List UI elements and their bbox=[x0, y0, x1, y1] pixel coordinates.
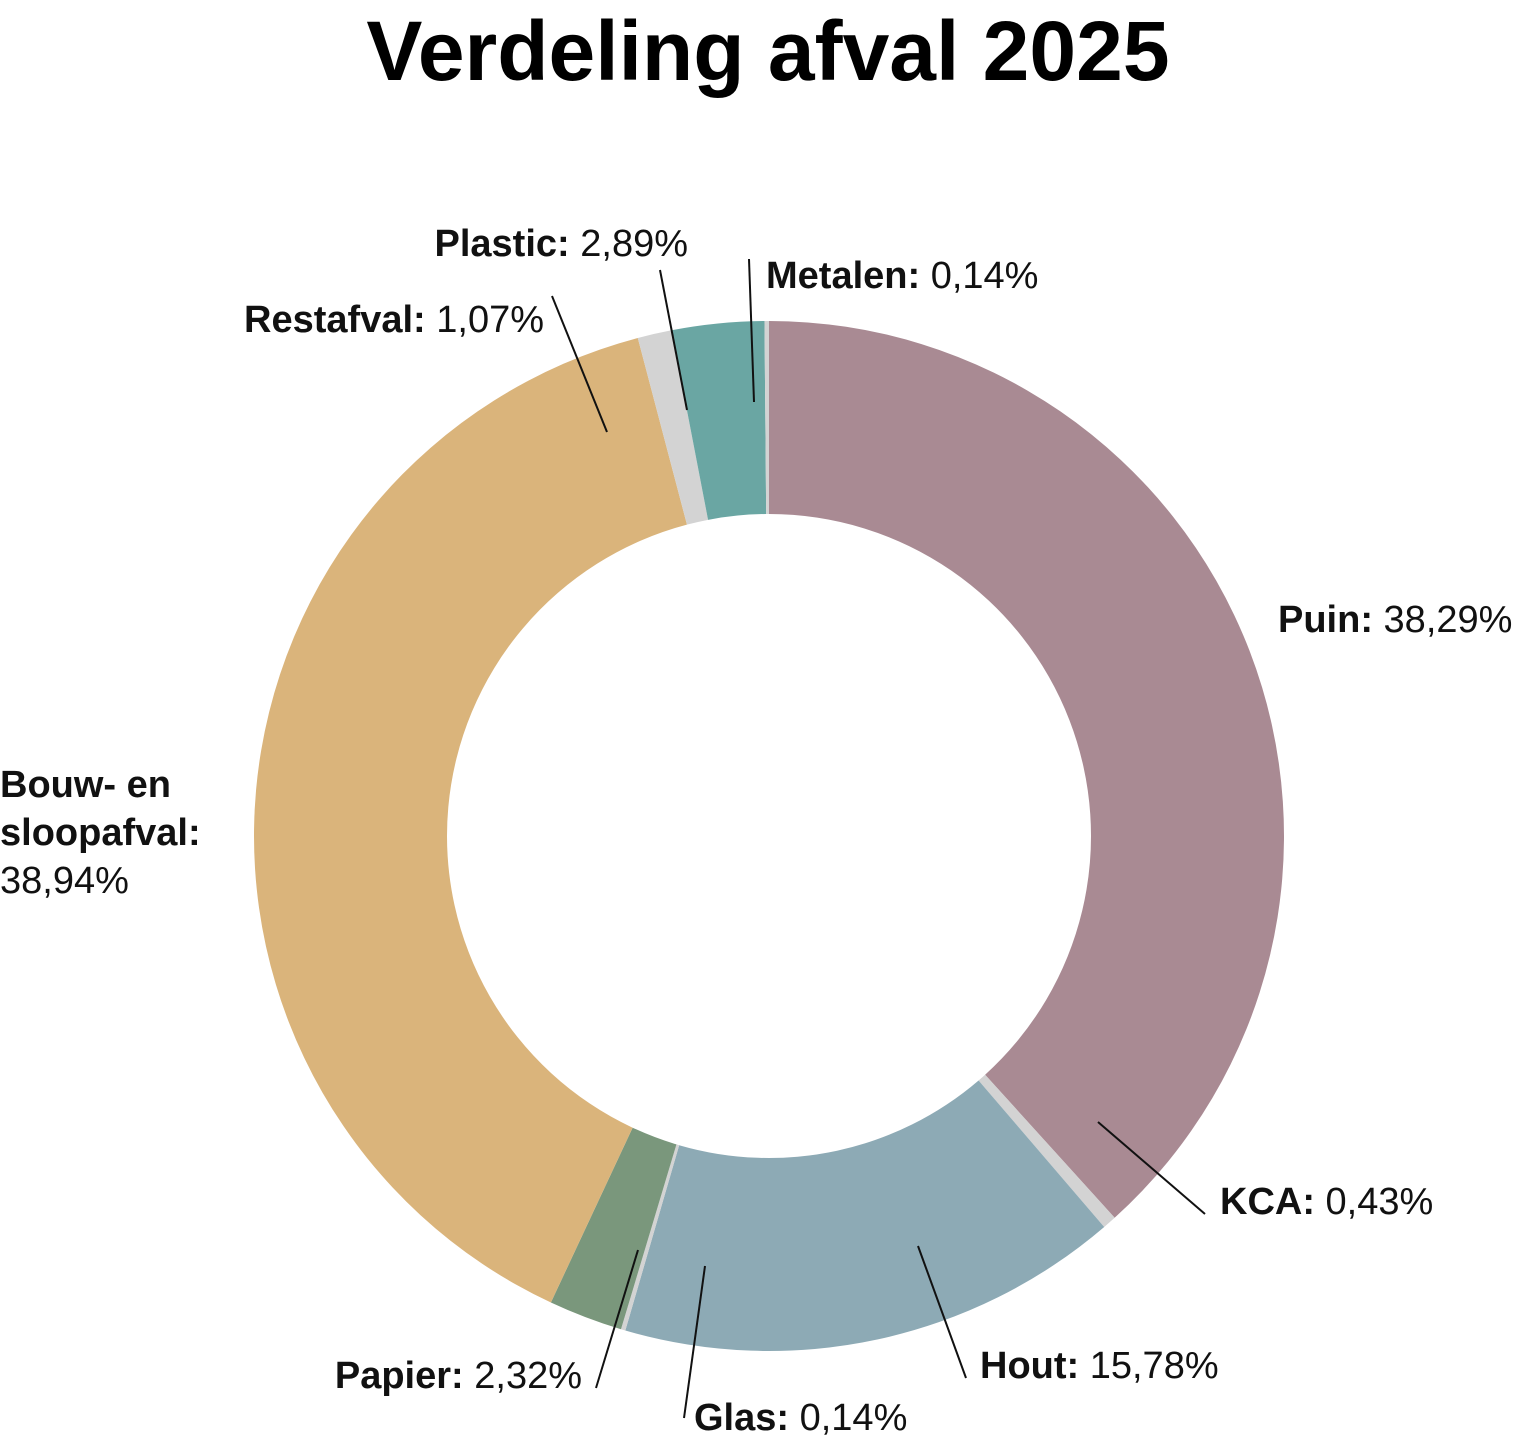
label-hout-value: 15,78% bbox=[1090, 1345, 1219, 1387]
slice-labels: Puin: 38,29% KCA: 0,43% Hout: 15,78% Glas: … bbox=[0, 223, 1512, 1438]
label-hout: Hout: 15,78% bbox=[980, 1345, 1219, 1387]
label-metalen-name: Metalen: bbox=[766, 255, 931, 297]
label-bouw-en-sloopafval-line-1: Bouw- en bbox=[0, 764, 171, 806]
slice-puin bbox=[769, 321, 1284, 1218]
slice-metalen bbox=[764, 321, 769, 515]
slice-hout bbox=[625, 1080, 1105, 1351]
slice-restafval bbox=[637, 330, 709, 525]
leader-line-restafval bbox=[551, 295, 608, 433]
label-puin-name: Puin: bbox=[1278, 599, 1384, 641]
label-metalen-value: 0,14% bbox=[931, 255, 1039, 297]
label-papier-name: Papier: bbox=[335, 1355, 474, 1397]
label-kca-value: 0,43% bbox=[1326, 1181, 1434, 1223]
label-papier: Papier: 2,32% bbox=[335, 1355, 582, 1397]
slice-papier bbox=[550, 1127, 677, 1330]
leader-line-kca bbox=[1097, 1121, 1206, 1215]
label-bouw-en-sloopafval-value: 38,94% bbox=[0, 860, 129, 902]
label-restafval-name: Restafval: bbox=[244, 299, 436, 341]
label-bouw-en-sloopafval-line-2: sloopafval: bbox=[0, 812, 201, 854]
slice-glas bbox=[620, 1144, 680, 1331]
label-glas-value: 0,14% bbox=[800, 1397, 908, 1438]
label-plastic-name: Plastic: bbox=[435, 223, 581, 265]
label-plastic: Plastic: 2,89% bbox=[435, 223, 688, 265]
label-puin-value: 38,29% bbox=[1384, 599, 1513, 641]
label-plastic-value: 2,89% bbox=[580, 223, 688, 265]
leader-lines bbox=[551, 258, 1206, 1419]
label-puin: Puin: 38,29% bbox=[1278, 599, 1512, 641]
label-kca: KCA: 0,43% bbox=[1220, 1181, 1433, 1223]
label-papier-value: 2,32% bbox=[474, 1355, 582, 1397]
label-kca-name: KCA: bbox=[1220, 1181, 1326, 1223]
donut-slices bbox=[253, 321, 1284, 1351]
slice-kca bbox=[978, 1074, 1115, 1227]
label-hout-name: Hout: bbox=[980, 1345, 1090, 1387]
leader-line-metalen bbox=[748, 258, 755, 403]
leader-line-hout bbox=[917, 1245, 967, 1379]
chart-title: Verdeling afval 2025 bbox=[366, 4, 1169, 98]
label-glas-name: Glas: bbox=[694, 1397, 800, 1438]
label-metalen: Metalen: 0,14% bbox=[766, 255, 1038, 297]
leader-line-glas bbox=[683, 1265, 706, 1419]
leader-line-plastic bbox=[659, 269, 688, 411]
slice-plastic bbox=[671, 321, 767, 520]
leader-line-papier bbox=[595, 1249, 639, 1389]
label-restafval: Restafval: 1,07% bbox=[244, 299, 544, 341]
slice-bouw-en-sloopafval bbox=[253, 337, 687, 1303]
label-glas: Glas: 0,14% bbox=[694, 1397, 907, 1438]
label-restafval-value: 1,07% bbox=[436, 299, 544, 341]
